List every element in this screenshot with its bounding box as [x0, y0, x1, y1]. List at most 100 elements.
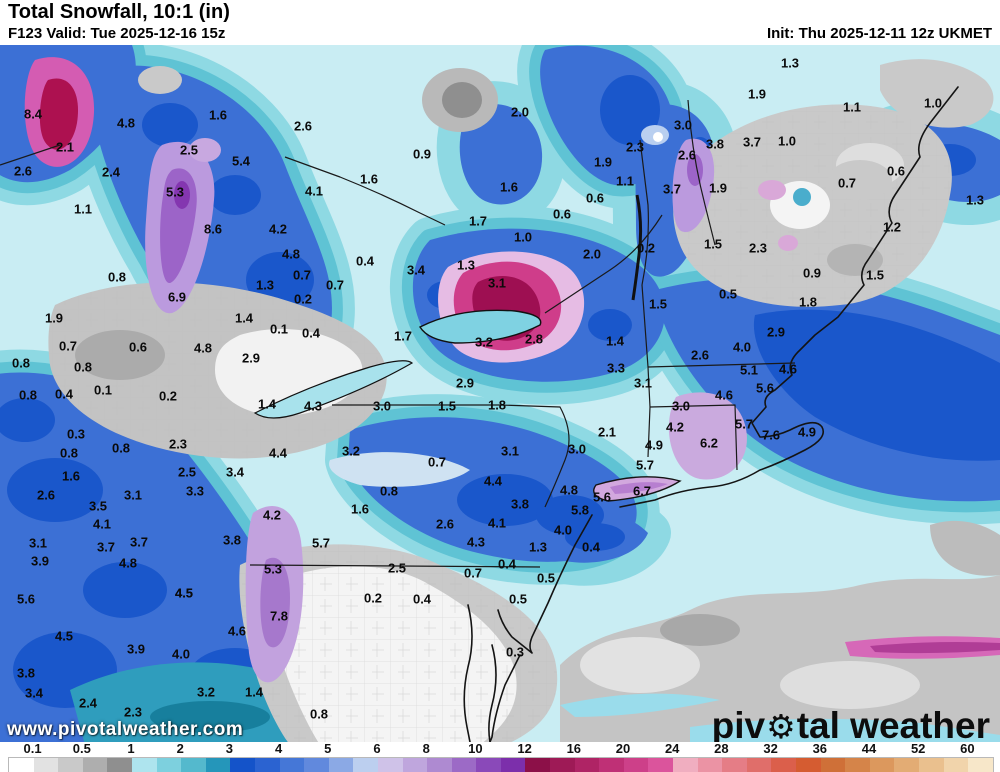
colorbar-segment — [33, 758, 59, 772]
map-value-label: 1.7 — [468, 213, 488, 229]
colorbar-segment — [673, 758, 698, 772]
map-value-label: 4.6 — [778, 361, 798, 377]
colorbar-tick-label: 32 — [763, 741, 778, 756]
map-value-label: 0.8 — [18, 387, 38, 403]
map-value-label: 0.7 — [325, 277, 345, 293]
map-value-label: 0.7 — [58, 338, 78, 354]
map-value-label: 0.8 — [59, 445, 79, 461]
map-value-label: 0.9 — [412, 146, 432, 162]
map-value-label: 1.0 — [777, 133, 797, 149]
map-value-label: 4.5 — [54, 628, 74, 644]
logo-text-right: tal weather — [796, 705, 990, 742]
map-value-label: 3.0 — [671, 398, 691, 414]
map-value-label: 2.1 — [597, 424, 617, 440]
map-value-label: 3.8 — [510, 496, 530, 512]
map-value-label: 1.4 — [605, 333, 625, 349]
map-value-label: 1.1 — [73, 201, 93, 217]
colorbar-segment — [869, 758, 895, 772]
map-value-label: 4.8 — [116, 115, 136, 131]
map-value-label: 7.6 — [761, 427, 781, 443]
map-value-label: 4.4 — [268, 445, 288, 461]
colorbar-segment — [574, 758, 600, 772]
map-value-label: 0.7 — [292, 267, 312, 283]
map-value-label: 3.1 — [28, 535, 48, 551]
map-value-label: 4.9 — [644, 437, 664, 453]
colorbar-segment — [820, 758, 846, 772]
colorbar-tick-label: 0.5 — [72, 741, 91, 756]
map-value-label: 4.1 — [92, 516, 112, 532]
colorbar-segment — [9, 758, 34, 772]
map-value-label: 0.5 — [536, 570, 556, 586]
map-header: Total Snowfall, 10:1 (in) F123 Valid: Tu… — [0, 0, 1000, 45]
watermark: www.pivotalweather.com — [7, 719, 244, 740]
map-value-label: 5.7 — [734, 416, 754, 432]
map-value-label: 1.5 — [865, 267, 885, 283]
map-value-label: 2.6 — [677, 147, 697, 163]
map-value-label: 0.4 — [581, 539, 601, 555]
map-value-label: 3.5 — [88, 498, 108, 514]
map-value-label: 1.5 — [703, 236, 723, 252]
colorbar-tick-label: 28 — [714, 741, 729, 756]
map-value-label: 0.8 — [11, 355, 31, 371]
map-value-label: 3.2 — [474, 334, 494, 350]
map-value-label: 0.6 — [886, 163, 906, 179]
map-value-label: 3.3 — [185, 483, 205, 499]
colorbar-tick-label: 6 — [373, 741, 381, 756]
colorbar-tick-label: 16 — [566, 741, 582, 756]
map-value-label: 1.4 — [234, 310, 254, 326]
map-value-label: 2.6 — [36, 487, 56, 503]
gear-icon: ⚙ — [766, 707, 796, 742]
map-value-label: 0.4 — [497, 556, 517, 572]
colorbar-segment — [304, 758, 329, 772]
map-value-label: 5.6 — [755, 380, 775, 396]
map-value-label: 3.7 — [96, 539, 116, 555]
colorbar-segment — [648, 758, 674, 772]
map-value-label: 3.8 — [222, 532, 242, 548]
map-value-label: 0.6 — [552, 206, 572, 222]
map-value-label: 2.6 — [293, 118, 313, 134]
map-value-label: 2.9 — [455, 375, 475, 391]
map-value-label: 1.2 — [882, 219, 902, 235]
colorbar-segment — [968, 758, 993, 772]
map-value-label: 5.7 — [635, 457, 655, 473]
colorbar-segment — [697, 758, 723, 772]
map-value-label: 0.7 — [463, 565, 483, 581]
map-value-label: 3.9 — [126, 641, 146, 657]
colorbar-tick-label: 52 — [910, 741, 926, 756]
map-value-label: 1.4 — [244, 684, 264, 700]
map-value-label: 0.7 — [837, 175, 857, 191]
map-value-label: 0.4 — [54, 386, 74, 402]
map-value-label: 4.0 — [732, 339, 752, 355]
map-value-label: 5.6 — [592, 489, 612, 505]
map-value-label: 3.8 — [705, 136, 725, 152]
map-value-label: 3.1 — [500, 443, 520, 459]
map-value-label: 4.1 — [487, 515, 507, 531]
colorbar-segment — [181, 758, 206, 772]
map-value-label: 0.3 — [505, 644, 525, 660]
map-value-label: 0.8 — [309, 706, 329, 722]
map-value-label: 5.7 — [311, 535, 331, 551]
map-value-label: 2.3 — [123, 704, 143, 720]
colorbar-segment — [746, 758, 772, 772]
map-value-label: 2.8 — [524, 331, 544, 347]
colorbar-tick-label: 60 — [960, 741, 975, 756]
map-value-label: 6.2 — [699, 435, 719, 451]
colorbar-segment — [279, 758, 305, 772]
snowfall-map: 8.4 4.8 1.6 2.6 2.0 1.3 1.9 1.1 1.0 2.1 2.5 5.4 0.9 2… — [0, 45, 1000, 742]
map-value-label: 0.4 — [355, 253, 375, 269]
map-value-label: 0.4 — [412, 591, 432, 607]
map-value-label: 3.1 — [487, 275, 507, 291]
map-value-label: 0.2 — [636, 240, 656, 256]
map-value-label: 4.9 — [797, 424, 817, 440]
map-value-label: 4.0 — [553, 522, 573, 538]
map-value-label: 1.8 — [798, 294, 818, 310]
map-value-label: 2.5 — [177, 464, 197, 480]
colorbar-segment — [525, 758, 551, 772]
map-value-label: 1.3 — [528, 539, 548, 555]
map-value-label: 2.4 — [78, 695, 98, 711]
map-value-label: 6.9 — [167, 289, 187, 305]
map-value-label: 2.6 — [13, 163, 33, 179]
map-value-label: 1.0 — [513, 229, 533, 245]
map-value-label: 2.9 — [766, 324, 786, 340]
